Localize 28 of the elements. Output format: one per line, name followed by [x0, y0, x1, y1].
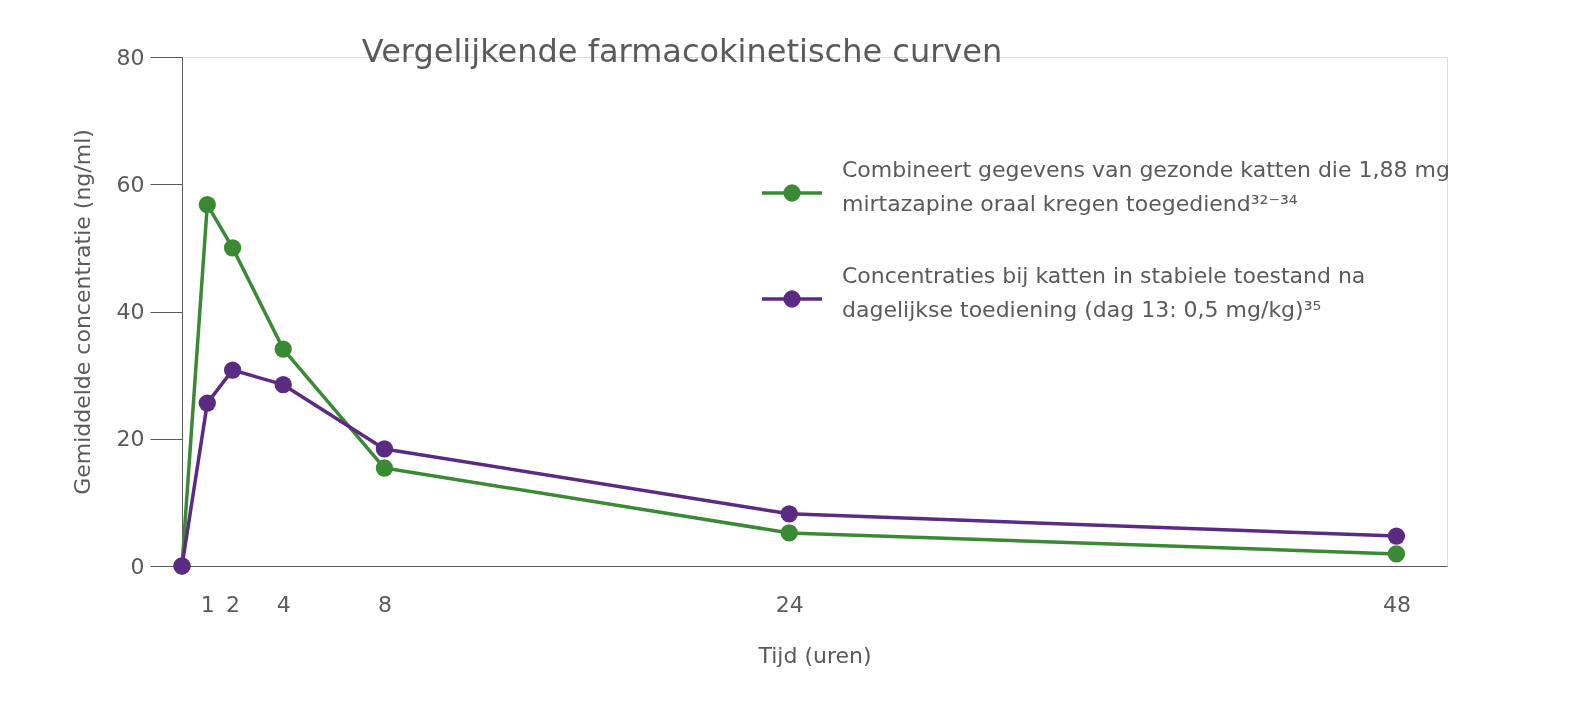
chart-title: Vergelijkende farmacokinetische curven: [361, 32, 1003, 70]
point: [780, 524, 798, 542]
point: [780, 505, 798, 523]
x-tick-label: 8: [377, 591, 392, 617]
x-tick-label: 4: [276, 591, 291, 617]
point: [223, 361, 242, 379]
point: [198, 195, 216, 214]
x-axis-title: Tijd (uren): [757, 642, 872, 668]
legend-label: Combineert gegevens van gezonde katten die 1,88 mg mirtazapine oraal kregen toegediend³²⁻³⁴: [842, 157, 1450, 216]
x-tick-label: 1: [200, 591, 215, 617]
point: [375, 459, 394, 477]
point: [1387, 545, 1406, 563]
y-axis-title: Gemiddelde concentratie (ng/ml): [69, 129, 95, 495]
point: [274, 340, 292, 358]
y-tick-label: 40: [116, 299, 145, 324]
point: [274, 376, 292, 394]
x-tick-label: 24: [775, 591, 804, 617]
legend-label: Concentraties bij katten in stabiele toestand na dagelijkse toediening (dag 13: 0,5 mg/kg)³⁵: [842, 263, 1366, 322]
y-tick-label: 0: [130, 553, 145, 579]
x-tick-label: 48: [1382, 591, 1411, 617]
y-tick-label: 80: [116, 44, 145, 70]
y-tick-label: 20: [116, 426, 145, 452]
x-tick-label: 2: [226, 591, 241, 617]
point: [1387, 527, 1406, 545]
point: [223, 239, 242, 257]
point: [375, 440, 394, 458]
y-tick-label: 60: [116, 171, 145, 197]
point: [198, 394, 216, 412]
